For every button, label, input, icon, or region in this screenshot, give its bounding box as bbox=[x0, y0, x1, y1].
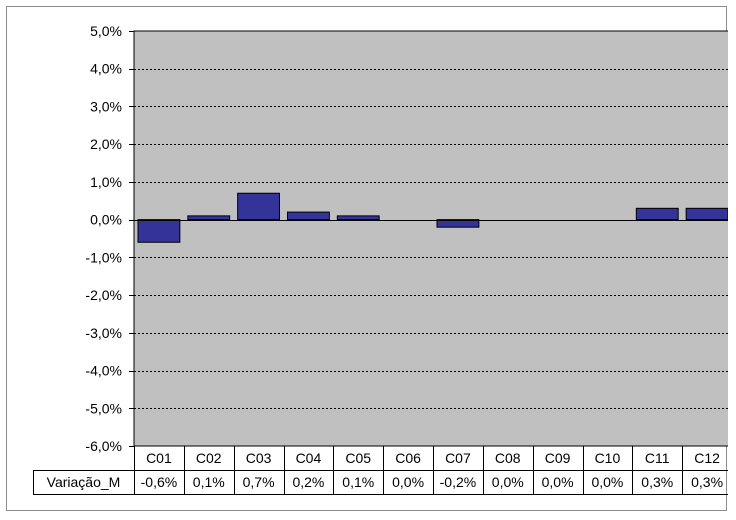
data-table-value: 0,7% bbox=[243, 474, 275, 490]
bar-C05 bbox=[336, 215, 380, 221]
bars bbox=[137, 192, 728, 243]
x-category-label: C06 bbox=[395, 450, 421, 466]
y-tick-label: -2,0% bbox=[85, 287, 122, 303]
y-tick-label: 1,0% bbox=[90, 174, 122, 190]
data-table-value: 0,3% bbox=[641, 474, 673, 490]
plot-area bbox=[133, 30, 728, 447]
x-category-label: C05 bbox=[345, 450, 371, 466]
bar-C11 bbox=[635, 207, 679, 221]
x-category-label: C11 bbox=[645, 450, 670, 466]
bar-C02 bbox=[187, 215, 231, 221]
y-tick-label: 4,0% bbox=[90, 61, 122, 77]
bar-C01 bbox=[137, 219, 181, 243]
data-table-value: 0,0% bbox=[542, 474, 574, 490]
x-category-label: C09 bbox=[545, 450, 571, 466]
y-tick-label: 2,0% bbox=[90, 136, 122, 152]
y-tick-label: -3,0% bbox=[85, 325, 122, 341]
x-category-label: C02 bbox=[196, 450, 222, 466]
y-tick-label: 0,0% bbox=[90, 212, 122, 228]
x-category-label: C01 bbox=[146, 450, 172, 466]
bar-C04 bbox=[286, 211, 330, 221]
data-table-value: 0,0% bbox=[492, 474, 524, 490]
y-tick-label: 3,0% bbox=[90, 98, 122, 114]
y-tick-label: -1,0% bbox=[85, 249, 122, 265]
x-category-label: C10 bbox=[595, 450, 621, 466]
data-table-value: 0,0% bbox=[392, 474, 424, 490]
data-table-value: -0,6% bbox=[141, 474, 178, 490]
x-category-label: C03 bbox=[246, 450, 272, 466]
data-table: C01 C02 C03 C04 C05 C06 C07 C08 C09 C10 C11 C12 Vari… bbox=[33, 446, 728, 495]
bar-C07 bbox=[436, 219, 480, 228]
x-category-label: C08 bbox=[495, 450, 521, 466]
y-axis: 5,0% 4,0% 3,0% 2,0% 1,0% 0,0% -1,0% -2,0% -3,0% -… bbox=[85, 23, 134, 454]
x-category-label: C07 bbox=[445, 450, 471, 466]
chart-svg: 5,0% 4,0% 3,0% 2,0% 1,0% 0,0% -1,0% -2,0% -3,0% -… bbox=[33, 23, 728, 495]
data-table-value: 0,1% bbox=[193, 474, 225, 490]
data-table-value: -0,2% bbox=[440, 474, 477, 490]
y-tick-label: 5,0% bbox=[90, 23, 122, 39]
y-tick-label: -6,0% bbox=[85, 438, 122, 454]
data-table-value: 0,3% bbox=[691, 474, 723, 490]
chart-frame: 5,0% 4,0% 3,0% 2,0% 1,0% 0,0% -1,0% -2,0% -3,0% -… bbox=[6, 6, 728, 511]
x-category-label: C04 bbox=[296, 450, 322, 466]
bar-C03 bbox=[237, 192, 281, 221]
data-table-value: 0,0% bbox=[591, 474, 623, 490]
data-table-value: 0,2% bbox=[292, 474, 324, 490]
data-table-value: 0,1% bbox=[342, 474, 374, 490]
y-tick-label: -4,0% bbox=[85, 363, 122, 379]
series-name-label: Variação_M bbox=[47, 474, 121, 490]
bar-C12 bbox=[685, 207, 728, 221]
x-category-label: C12 bbox=[694, 450, 720, 466]
y-tick-label: -5,0% bbox=[85, 400, 122, 416]
